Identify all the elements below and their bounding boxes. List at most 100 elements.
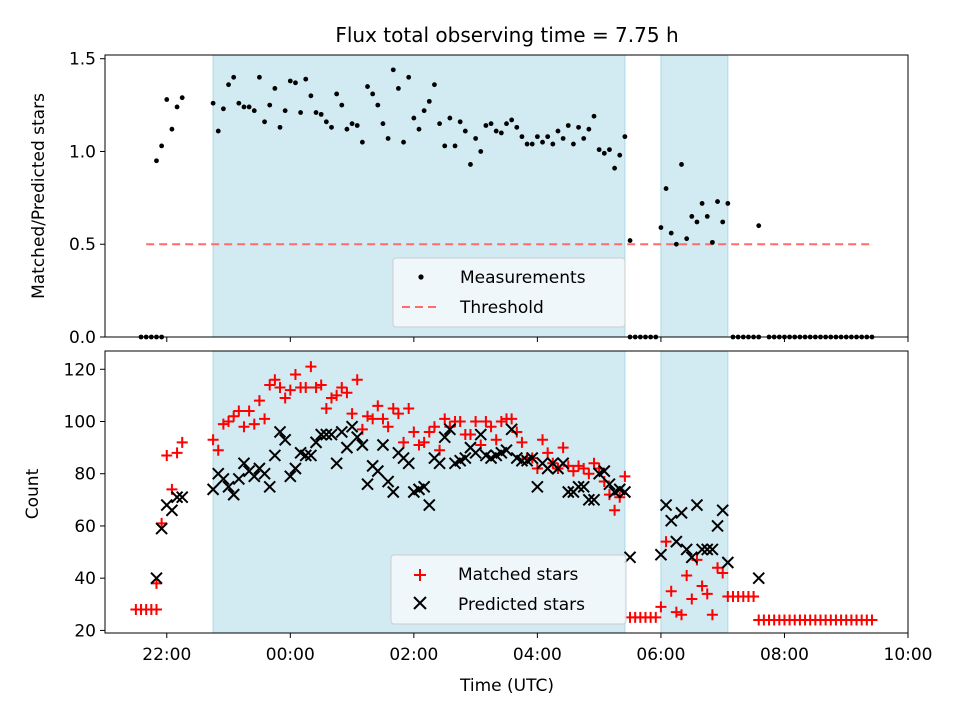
measurement-point — [380, 121, 386, 127]
predicted-point — [572, 480, 585, 493]
matched-point — [490, 434, 502, 446]
measurement-point — [596, 147, 602, 153]
predicted-point — [371, 464, 385, 478]
matched-point — [156, 517, 168, 529]
bottom-y-ticks: 20 40 60 80 100 120 — [64, 360, 105, 641]
matched-point — [583, 468, 595, 480]
matched-point — [253, 395, 265, 407]
measurement-point — [365, 84, 370, 89]
matched-point — [171, 447, 183, 459]
predicted-stars-series — [150, 420, 765, 585]
matched-point — [274, 382, 286, 394]
measurement-point — [565, 123, 571, 128]
predicted-point — [587, 493, 601, 507]
top-legend-box — [392, 257, 626, 328]
predicted-point — [500, 444, 513, 457]
matched-point — [228, 410, 240, 422]
predicted-point — [474, 428, 487, 441]
predicted-point — [289, 462, 302, 475]
predicted-point — [598, 464, 611, 478]
measurement-point — [447, 115, 453, 121]
predicted-point — [222, 480, 235, 493]
x-tick-label: 04:00 — [513, 645, 562, 665]
measurement-point — [715, 199, 720, 204]
predicted-point — [356, 438, 369, 452]
predicted-point — [170, 491, 184, 504]
measurement-point — [370, 91, 376, 97]
x-tick-label: 06:00 — [636, 645, 685, 665]
matched-point — [259, 413, 271, 425]
predicted-point — [469, 446, 482, 460]
matched-point — [377, 413, 389, 425]
measurement-point — [529, 141, 535, 147]
predicted-point — [299, 449, 312, 462]
measurement-point — [601, 150, 607, 156]
matched-point — [423, 426, 435, 438]
matched-point — [573, 460, 585, 472]
matched-point — [269, 374, 281, 386]
predicted-point — [721, 556, 735, 569]
matched-point — [748, 590, 760, 602]
measurement-point — [308, 93, 314, 99]
matched-point — [284, 384, 296, 396]
measurement-point — [622, 134, 628, 140]
predicted-point — [680, 543, 693, 556]
y-tick-label: 100 — [64, 413, 96, 433]
measurement-point — [236, 100, 242, 106]
matched-point — [665, 585, 677, 597]
predicted-point — [695, 543, 709, 556]
measurement-point — [437, 121, 442, 127]
measurement-point — [385, 136, 391, 141]
measurement-point — [293, 80, 298, 86]
matched-point — [341, 387, 353, 399]
matched-point — [464, 429, 476, 441]
bottom-x-ticks: 22:00 00:00 02:00 04:00 06:00 08:00 10:00 — [142, 633, 933, 665]
matched-point — [696, 580, 708, 592]
matched-point — [351, 374, 363, 386]
bottom-legend: Matched stars Predicted stars — [390, 554, 627, 625]
predicted-point — [433, 457, 446, 470]
predicted-point — [711, 519, 724, 533]
matched-point — [233, 405, 245, 417]
matched-point — [567, 465, 579, 477]
predicted-point — [706, 543, 719, 556]
measurement-point — [334, 91, 340, 97]
measurement-point — [215, 128, 221, 134]
measurement-point — [452, 143, 458, 149]
predicted-point — [690, 498, 704, 512]
predicted-point — [603, 477, 616, 491]
measurement-point — [323, 119, 329, 125]
measurement-point — [524, 141, 530, 147]
predicted-point — [716, 504, 729, 517]
matched-point — [387, 402, 399, 414]
measurement-point — [442, 143, 448, 149]
matched-point — [372, 400, 384, 412]
predicted-point — [531, 480, 544, 493]
measurement-point — [154, 158, 159, 164]
measurement-point — [504, 121, 509, 127]
measurement-point — [329, 124, 334, 130]
predicted-point — [562, 485, 575, 499]
measurement-point — [411, 115, 417, 121]
measurement-point — [164, 97, 170, 102]
measurement-point — [298, 110, 304, 115]
predicted-point — [248, 470, 261, 483]
matched-point — [660, 536, 672, 548]
predicted-point — [675, 506, 688, 520]
predicted-point — [206, 483, 220, 496]
matched-point — [413, 439, 425, 451]
predicted-point — [284, 470, 297, 483]
top-x-ticks — [166, 337, 909, 342]
measurement-point — [344, 126, 350, 132]
matched-point — [557, 442, 569, 454]
predicted-point — [459, 451, 472, 465]
matched-point — [428, 421, 440, 433]
matched-point — [238, 421, 250, 433]
measurement-point — [462, 128, 468, 134]
measurement-point — [432, 82, 437, 88]
matched-point — [382, 421, 394, 433]
predicted-point — [654, 548, 668, 561]
predicted-point — [258, 467, 271, 480]
measurement-point — [478, 149, 484, 154]
y-tick-label: 80 — [74, 465, 96, 485]
